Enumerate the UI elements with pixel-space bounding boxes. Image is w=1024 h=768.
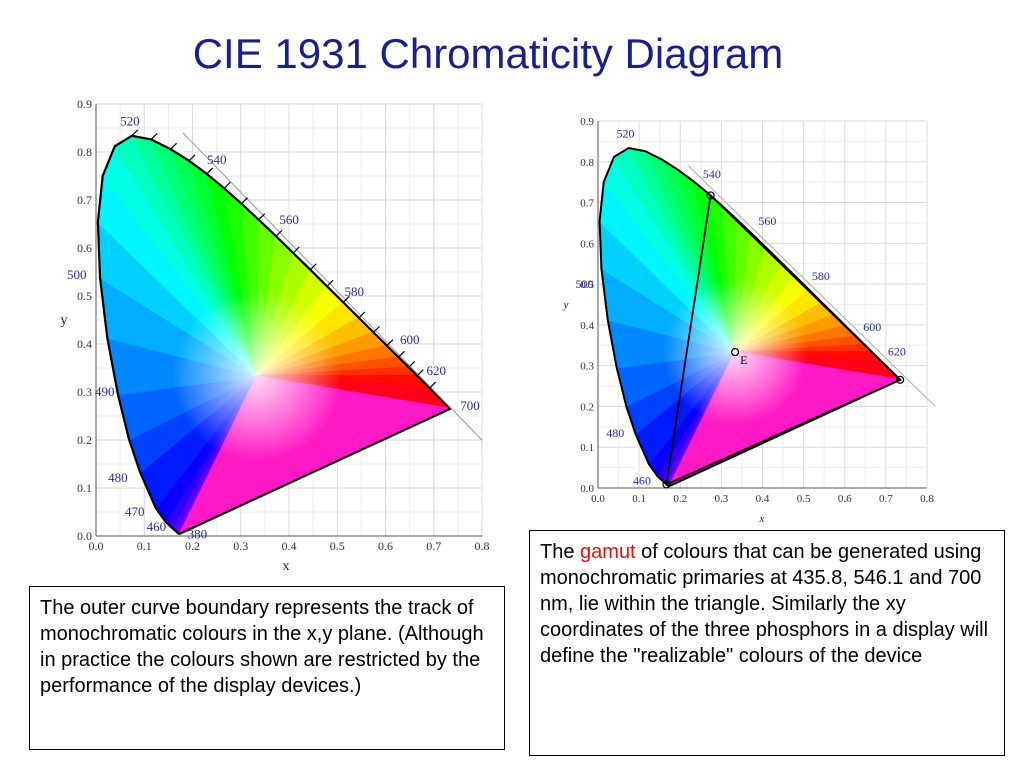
wavelength-label: 480 (606, 426, 624, 440)
wavelength-label: 480 (108, 470, 128, 485)
x-tick-label: 0.2 (185, 539, 200, 553)
y-tick-label: 0.7 (77, 193, 92, 207)
x-tick-label: 0.8 (920, 493, 934, 505)
primary-marker (662, 480, 671, 489)
y-tick-label: 0.1 (77, 481, 92, 495)
chromaticity-diagram-left: 380460470480490500520540560580600620700 … (61, 97, 490, 574)
y-tick-label: 0.3 (77, 385, 92, 399)
y-tick-labels: 0.0 0.1 0.2 0.3 0.4 0.5 0.6 0.7 0.8 0.9 (580, 116, 594, 495)
axes (95, 104, 482, 537)
y-tick-label: 0.4 (77, 337, 92, 351)
y-tick-label: 0.0 (580, 483, 594, 495)
y-tick-label: 0.2 (580, 401, 594, 413)
x-tick-label: 0.5 (797, 493, 811, 505)
x-tick-labels: 0.0 0.1 0.2 0.3 0.4 0.5 0.6 0.7 0.8 (89, 539, 490, 553)
wavelength-label: 600 (400, 332, 420, 347)
y-tick-label: 0.5 (580, 279, 594, 291)
y-tick-label: 0.8 (77, 145, 92, 159)
wavelength-label: 540 (703, 167, 721, 181)
y-tick-labels: 0.0 0.1 0.2 0.3 0.4 0.5 0.6 0.7 0.8 0.9 (77, 97, 92, 543)
wavelength-label: 460 (147, 519, 167, 534)
x-tick-label: 0.4 (282, 539, 297, 553)
x-tick-label: 0.1 (632, 493, 646, 505)
x-tick-label: 0.5 (330, 539, 345, 553)
wavelength-label: 500 (575, 277, 593, 291)
wavelength-label: 460 (633, 474, 651, 488)
page-title: CIE 1931 Chromaticity Diagram (192, 30, 784, 77)
x-tick-label: 0.2 (673, 493, 687, 505)
y-tick-label: 0.2 (77, 433, 92, 447)
wavelength-label: 380 (188, 526, 208, 541)
x-tick-label: 0.8 (475, 539, 490, 553)
y-tick-label: 0.1 (580, 442, 594, 454)
right-caption-after: of colours that can be generated using m… (540, 541, 989, 667)
wavelength-label: 600 (863, 320, 881, 334)
wavelength-label: 580 (812, 269, 830, 283)
white-point-label: E (740, 353, 747, 367)
y-tick-label: 0.6 (77, 241, 92, 255)
wavelength-label: 520 (120, 114, 140, 129)
y-tick-label: 0.0 (77, 529, 92, 543)
wavelength-label: 490 (95, 384, 115, 399)
wavelength-label: 540 (207, 152, 227, 167)
wavelength-label: 560 (758, 214, 776, 228)
x-tick-label: 0.6 (838, 493, 852, 505)
wavelength-labels: 460 480 500 520 540 560 580 600 620 (575, 126, 906, 487)
left-caption-box: The outer curve boundary represents the … (29, 586, 505, 750)
right-caption-box: The gamut of colours that can be generat… (529, 530, 1005, 756)
y-tick-label: 0.9 (77, 97, 92, 111)
y-axis-label: y (61, 313, 68, 328)
wavelength-label: 560 (279, 212, 299, 227)
gamut-highlight: gamut (580, 541, 636, 563)
x-tick-label: 0.3 (715, 493, 729, 505)
x-tick-labels: 0.0 0.1 0.2 0.3 0.4 0.5 0.6 0.7 0.8 (591, 493, 934, 505)
y-tick-label: 0.6 (580, 238, 594, 250)
wavelength-label: 700 (460, 398, 480, 413)
wavelength-label: 500 (67, 267, 87, 282)
left-caption-text: The outer curve boundary represents the … (40, 597, 484, 697)
primary-marker (706, 191, 715, 200)
y-tick-label: 0.9 (580, 116, 594, 128)
wavelength-label: 580 (344, 284, 364, 299)
y-tick-label: 0.3 (580, 361, 594, 373)
x-tick-label: 0.0 (89, 539, 104, 553)
gamut-triangle (665, 193, 902, 486)
x-axis-label: x (759, 513, 765, 525)
x-tick-label: 0.3 (233, 539, 248, 553)
x-tick-label: 0.1 (137, 539, 152, 553)
x-tick-label: 0.7 (879, 493, 893, 505)
y-axis-label: y (563, 299, 569, 311)
primary-marker (896, 375, 905, 384)
x-tick-label: 0.4 (756, 493, 770, 505)
x-tick-label: 0.0 (591, 493, 605, 505)
y-tick-label: 0.7 (580, 198, 594, 210)
wavelength-label: 620 (427, 363, 447, 378)
primary-markers (662, 165, 936, 489)
x-tick-label: 0.6 (378, 539, 393, 553)
wavelength-label: 620 (888, 344, 906, 358)
axes (597, 121, 927, 489)
x-axis-label: x (283, 559, 290, 574)
y-tick-label: 0.5 (77, 289, 92, 303)
locus-ticks (131, 129, 483, 441)
x-tick-label: 0.7 (426, 539, 441, 553)
wavelength-label: 520 (617, 126, 635, 140)
right-caption-before: The (540, 541, 581, 563)
wavelength-label: 470 (125, 504, 145, 519)
white-point-marker (730, 347, 740, 357)
y-tick-label: 0.8 (580, 157, 594, 169)
spectral-fill (97, 135, 451, 534)
y-tick-label: 0.4 (580, 320, 594, 332)
spectral-fill (599, 148, 901, 486)
